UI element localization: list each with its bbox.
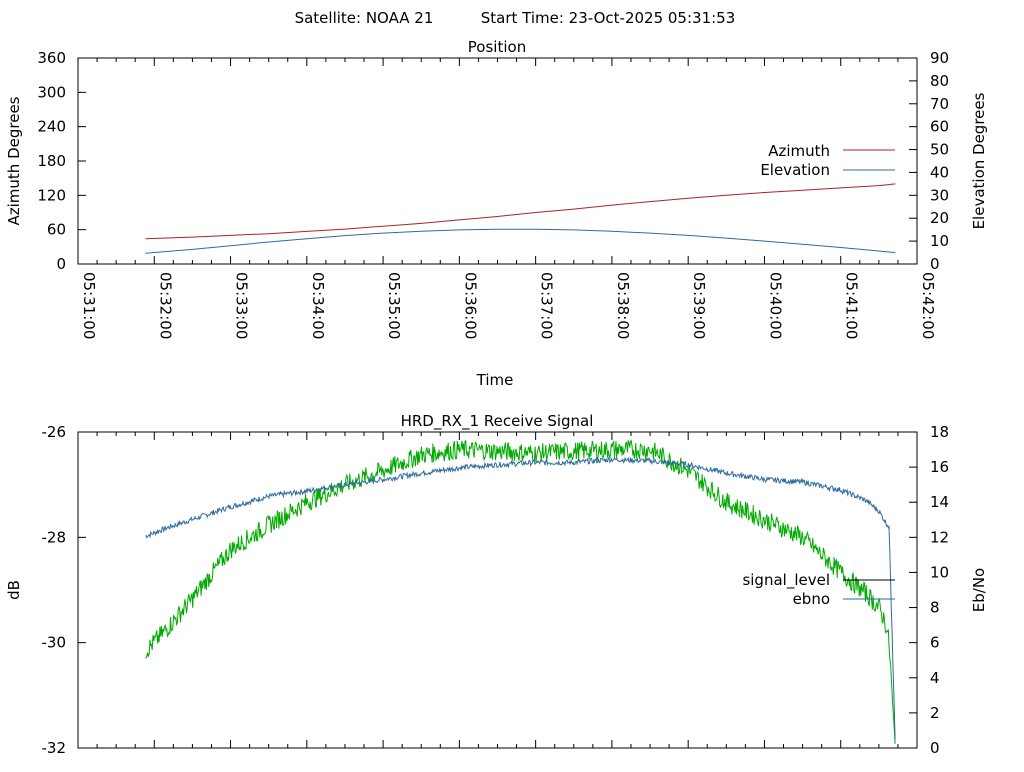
left-axis-tick-label: 360 [37, 49, 66, 67]
x-axis-tick-label: 05:39:00 [690, 272, 708, 339]
ebno-line [145, 439, 896, 744]
legend-signal-level-label: signal_level [742, 571, 830, 590]
x-axis-tick-label: 05:34:00 [309, 272, 327, 339]
right-axis-tick-label: 2 [930, 704, 940, 722]
position-y-label: Azimuth Degrees [5, 96, 23, 225]
right-axis-tick-label: 30 [930, 186, 949, 204]
right-axis-tick-label: 10 [930, 232, 949, 250]
right-axis-tick-label: 18 [930, 423, 949, 441]
elevation-line [145, 228, 896, 254]
left-axis-tick-label: 300 [37, 83, 66, 101]
signal-title: HRD_RX_1 Receive Signal [401, 412, 594, 431]
right-axis-tick-label: 60 [930, 118, 949, 136]
right-axis-tick-label: 50 [930, 141, 949, 159]
left-axis-tick-label: -26 [42, 423, 67, 441]
signal-x-axis [77, 432, 918, 748]
position-right-axis: 0 10 20 30 40 50 60 70 80 90 [909, 49, 949, 273]
right-axis-tick-label: 14 [930, 493, 949, 511]
signal-right-axis: 0 2 4 6 8 10 12 14 16 18 [909, 423, 949, 757]
azimuth-line [145, 183, 896, 240]
x-axis-tick-label: 05:40:00 [766, 272, 784, 339]
right-axis-tick-label: 6 [930, 634, 940, 652]
x-axis-tick-label: 05:37:00 [538, 272, 556, 339]
x-axis-tick-label: 05:32:00 [156, 272, 174, 339]
right-axis-tick-label: 12 [930, 528, 949, 546]
right-axis-tick-label: 0 [930, 739, 940, 757]
right-axis-tick-label: 4 [930, 669, 940, 687]
legend-ebno-label: ebno [793, 590, 830, 608]
position-y2-label: Elevation Degrees [970, 92, 988, 229]
legend-elevation-label: Elevation [760, 161, 830, 179]
right-axis-tick-label: 16 [930, 458, 949, 476]
right-axis-tick-label: 0 [930, 255, 940, 273]
start-time-label: Start Time: 23-Oct-2025 05:31:53 [481, 9, 736, 27]
left-axis-tick-label: 240 [37, 118, 66, 136]
position-x-axis: 05:31:00 05:32:00 05:33:00 05:34:00 05:35:00… [77, 58, 937, 339]
left-axis-tick-label: -32 [42, 739, 67, 757]
signal-left-axis: -32 -30 -28 -26 [42, 423, 86, 757]
signal-plot-border [77, 431, 918, 749]
position-x-label: Time [476, 371, 514, 389]
signal-y-label: dB [5, 580, 23, 600]
position-chart: Position 0 60 120 180 240 300 360 0 10 20 30 40 50 6… [5, 38, 988, 389]
left-axis-tick-label: -28 [42, 528, 67, 546]
x-axis-tick-label: 05:41:00 [843, 272, 861, 339]
right-axis-tick-label: 90 [930, 49, 949, 67]
left-axis-tick-label: 0 [56, 255, 66, 273]
right-axis-tick-label: 10 [930, 563, 949, 581]
left-axis-tick-label: 60 [47, 221, 66, 239]
satellite-label: Satellite: NOAA 21 [295, 9, 434, 27]
left-axis-tick-label: 120 [37, 186, 66, 204]
x-axis-tick-label: 05:31:00 [80, 272, 98, 339]
signal-chart: HRD_RX_1 Receive Signal -32 -30 -28 -26 0 2 4… [5, 412, 988, 757]
legend-azimuth-label: Azimuth [768, 142, 830, 160]
signal-y2-label: Eb/No [970, 568, 988, 612]
x-axis-tick-label: 05:42:00 [919, 272, 937, 339]
left-axis-tick-label: -30 [42, 634, 67, 652]
right-axis-tick-label: 8 [930, 599, 940, 617]
left-axis-tick-label: 180 [37, 152, 66, 170]
x-axis-tick-label: 05:33:00 [233, 272, 251, 339]
right-axis-tick-label: 70 [930, 95, 949, 113]
x-axis-tick-label: 05:38:00 [614, 272, 632, 339]
right-axis-tick-label: 40 [930, 163, 949, 181]
position-left-axis: 0 60 120 180 240 300 360 [37, 49, 86, 273]
position-title: Position [468, 38, 526, 56]
right-axis-tick-label: 20 [930, 209, 949, 227]
x-axis-tick-label: 05:35:00 [385, 272, 403, 339]
right-axis-tick-label: 80 [930, 72, 949, 90]
x-axis-tick-label: 05:36:00 [461, 272, 479, 339]
signal-level-line [145, 455, 896, 740]
